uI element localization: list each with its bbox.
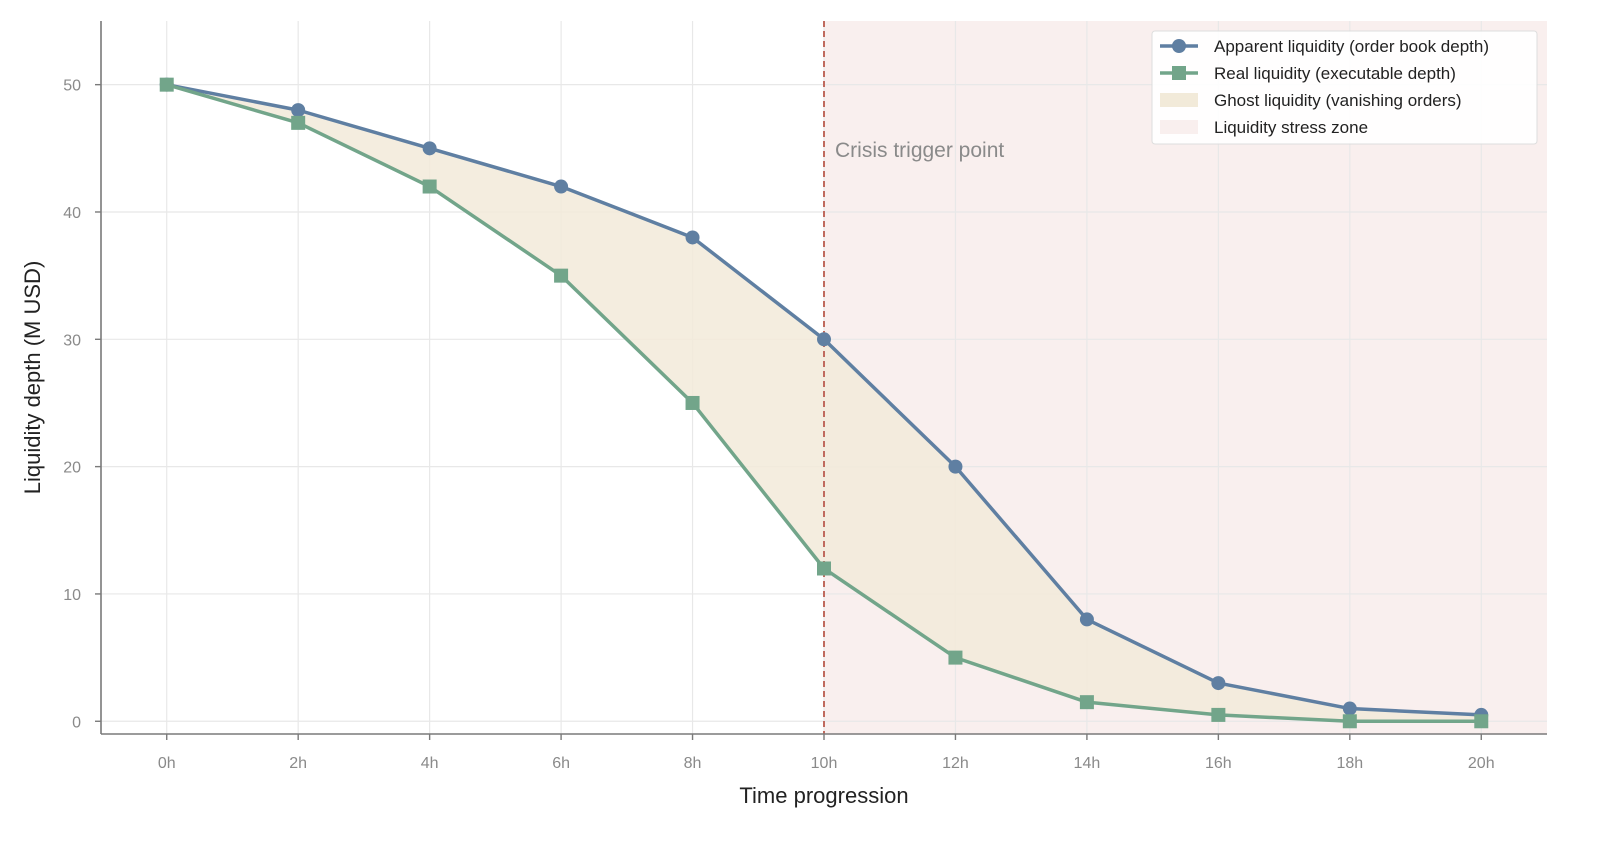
legend-swatch-ghost — [1160, 93, 1198, 107]
crisis-trigger-label: Crisis trigger point — [835, 139, 1004, 162]
apparent-point-6h — [554, 179, 569, 194]
x-tick-label-4h: 4h — [421, 755, 439, 772]
real-point-18h — [1342, 714, 1357, 729]
y-tick-label-0: 0 — [72, 714, 81, 731]
apparent-point-4h — [422, 141, 437, 156]
y-tick-label-30: 30 — [63, 332, 81, 349]
legend-box — [1151, 30, 1538, 145]
y-tick-label-40: 40 — [63, 205, 81, 222]
apparent-point-12h — [948, 459, 963, 474]
legend-label-real: Real liquidity (executable depth) — [1214, 64, 1456, 83]
x-tick-label-20h: 20h — [1468, 755, 1495, 772]
x-tick-label-0h: 0h — [158, 755, 176, 772]
apparent-point-16h — [1211, 676, 1226, 691]
x-tick-label-18h: 18h — [1336, 755, 1363, 772]
real-point-8h — [685, 395, 700, 410]
x-tick-label-6h: 6h — [552, 755, 570, 772]
real-point-2h — [291, 115, 306, 130]
x-tick-label-10h: 10h — [811, 755, 838, 772]
legend-swatch-real-marker — [1172, 66, 1186, 80]
legend: Apparent liquidity (order book depth) Re… — [1151, 30, 1538, 145]
x-tick-label-14h: 14h — [1074, 755, 1101, 772]
real-point-14h — [1079, 695, 1094, 710]
x-tick-label-2h: 2h — [289, 755, 307, 772]
x-tick-label-8h: 8h — [684, 755, 702, 772]
apparent-point-8h — [685, 230, 700, 245]
x-tick-label-12h: 12h — [942, 755, 969, 772]
real-point-12h — [948, 650, 963, 665]
y-tick-label-20: 20 — [63, 460, 81, 477]
legend-swatch-stress-zone — [1160, 120, 1198, 134]
tick-label-layer: 0h 2h 4h 6h 8h 10h 12h 14h 16h 18h 20h 0 10 20 30 40 50 — [63, 78, 1494, 772]
real-point-10h — [817, 561, 831, 576]
legend-swatch-apparent-marker — [1172, 39, 1186, 53]
apparent-point-14h — [1079, 612, 1094, 627]
apparent-point-10h — [817, 332, 831, 347]
apparent-point-2h — [291, 103, 306, 118]
x-axis-title: Time progression — [739, 783, 908, 808]
legend-items — [1160, 39, 1198, 134]
real-point-6h — [554, 268, 569, 283]
x-tick-label-16h: 16h — [1205, 755, 1232, 772]
legend-label-ghost: Ghost liquidity (vanishing orders) — [1214, 91, 1462, 110]
y-tick-label-10: 10 — [63, 587, 81, 604]
series-layer — [159, 77, 1489, 729]
legend-label-stress-zone: Liquidity stress zone — [1214, 118, 1368, 137]
real-point-16h — [1211, 707, 1226, 722]
apparent-point-18h — [1342, 701, 1357, 716]
real-point-4h — [422, 179, 437, 194]
real-point-20h — [1474, 714, 1489, 729]
real-point-0h — [159, 77, 174, 92]
legend-label-apparent: Apparent liquidity (order book depth) — [1214, 37, 1489, 56]
y-tick-label-50: 50 — [63, 78, 81, 95]
y-axis-title: Liquidity depth (M USD) — [20, 261, 45, 495]
